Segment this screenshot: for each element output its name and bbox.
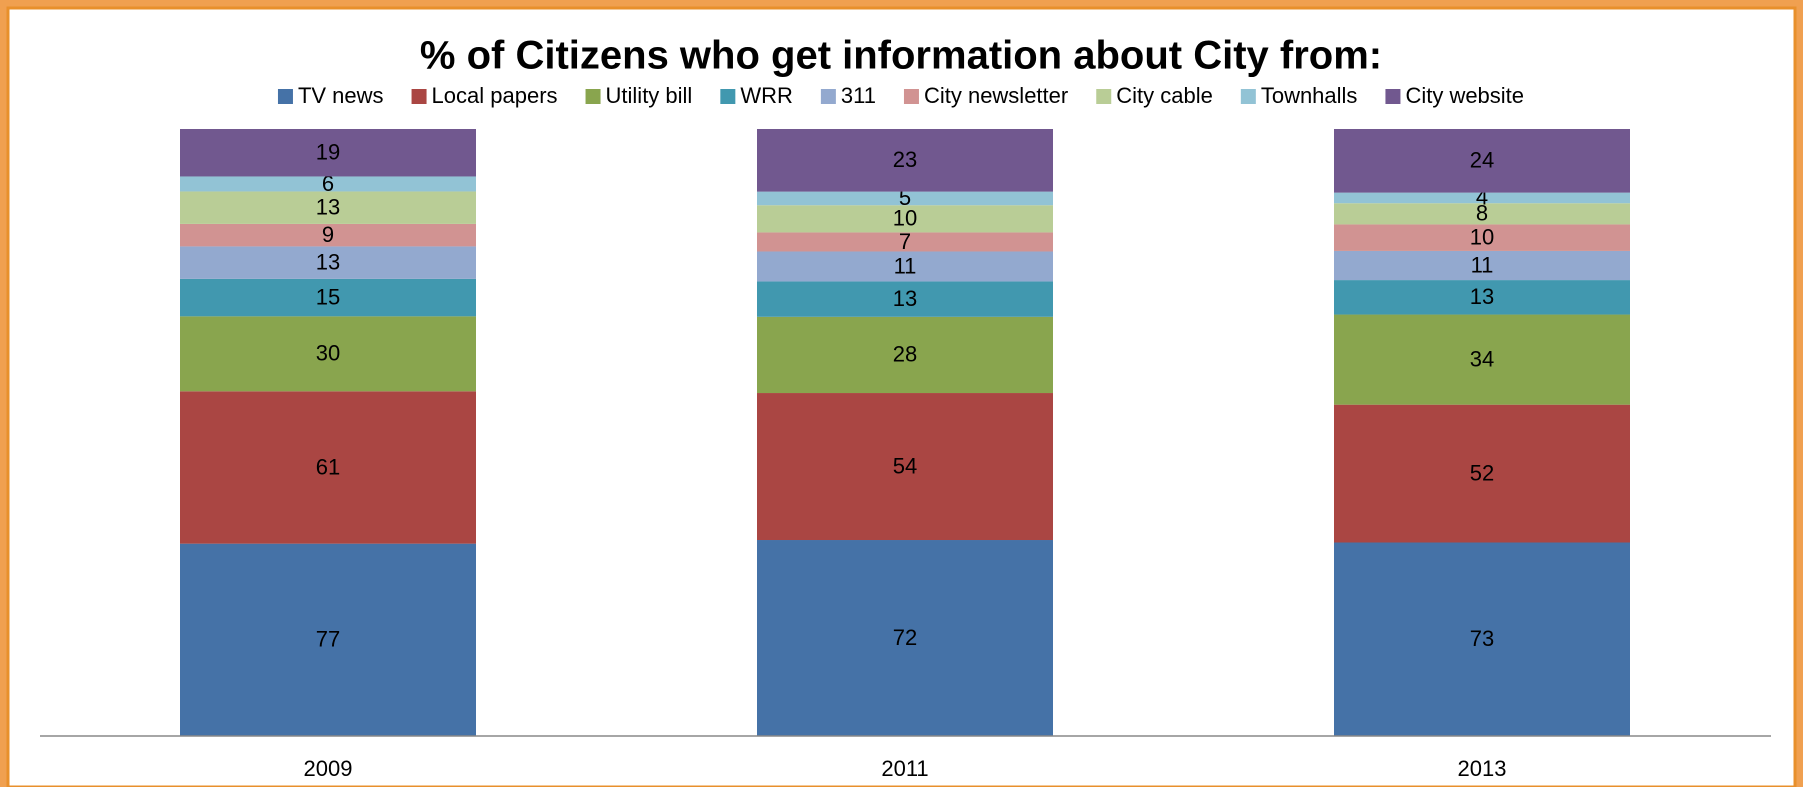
legend-swatch [1385, 89, 1401, 104]
legend-label: City website [1405, 83, 1524, 108]
bar-segment [1334, 404, 1630, 543]
bar-segment [757, 205, 1053, 233]
data-label: 11 [894, 253, 917, 278]
legend-label: TV news [298, 83, 384, 108]
data-label: 28 [893, 342, 917, 367]
data-label: 34 [1470, 346, 1494, 371]
legend-label: 311 [841, 83, 876, 108]
bar-segment [180, 129, 476, 177]
data-label: 11 [1471, 252, 1494, 277]
bar-segment [757, 251, 1053, 282]
data-label: 19 [316, 140, 340, 165]
bar-segment [180, 543, 476, 736]
legend-swatch [720, 89, 736, 104]
data-label: 13 [1470, 284, 1494, 309]
bar-segment [1334, 250, 1630, 281]
data-label: 72 [893, 625, 917, 650]
bar-segment [180, 176, 476, 192]
legend-label: WRR [740, 83, 793, 108]
bar-segment [757, 191, 1053, 206]
bar-segment [757, 232, 1053, 252]
data-label: 24 [1470, 148, 1494, 173]
bar-segment [757, 316, 1053, 394]
data-label: 13 [893, 286, 917, 311]
chart-title: % of Citizens who get information about … [420, 34, 1382, 78]
legend-label: City cable [1116, 83, 1213, 108]
data-label: 10 [1470, 224, 1494, 249]
data-label: 73 [1470, 626, 1494, 651]
data-label: 10 [893, 206, 917, 231]
data-label: 15 [316, 284, 340, 309]
data-label: 77 [316, 627, 340, 652]
data-label: 61 [316, 454, 340, 479]
data-label: 9 [322, 222, 334, 247]
bar-segment [180, 223, 476, 247]
data-label: 13 [316, 194, 340, 219]
data-label: 23 [893, 147, 917, 172]
bar-segment [180, 278, 476, 317]
bar-segment [1334, 224, 1630, 251]
x-tick-label: 2013 [1458, 756, 1507, 781]
legend-swatch [411, 89, 427, 104]
bar-segment [1334, 203, 1630, 225]
data-label: 52 [1470, 460, 1494, 485]
bar-segment [180, 191, 476, 224]
bar-segment [1334, 280, 1630, 315]
bar-segment [757, 393, 1053, 541]
bar-segment [757, 129, 1053, 192]
data-label: 6 [322, 171, 334, 196]
legend-label: Townhalls [1261, 83, 1358, 108]
data-label: 54 [893, 453, 917, 478]
data-label: 13 [316, 249, 340, 274]
bar-segment [180, 391, 476, 544]
bar-segment [180, 316, 476, 392]
legend-swatch [585, 89, 601, 104]
x-tick-label: 2011 [881, 756, 928, 781]
data-label: 7 [899, 229, 911, 254]
bar-segment [180, 246, 476, 279]
legend-swatch [1096, 89, 1112, 104]
bar-segment [1334, 314, 1630, 405]
data-label: 30 [316, 341, 340, 366]
bar-segment [757, 281, 1053, 317]
data-label: 8 [1476, 201, 1488, 226]
bar-segment [1334, 192, 1630, 204]
legend-label: Local papers [432, 83, 558, 108]
bar-segment [757, 540, 1053, 736]
x-tick-label: 2009 [304, 756, 353, 781]
bar-segment [1334, 542, 1630, 736]
bar-segment [1334, 129, 1630, 193]
legend-label: City newsletter [924, 83, 1068, 108]
legend-label: Utility bill [606, 83, 693, 108]
legend-swatch [1240, 89, 1256, 104]
legend-swatch [903, 89, 919, 104]
legend-swatch [820, 89, 836, 104]
legend-swatch [277, 89, 293, 104]
